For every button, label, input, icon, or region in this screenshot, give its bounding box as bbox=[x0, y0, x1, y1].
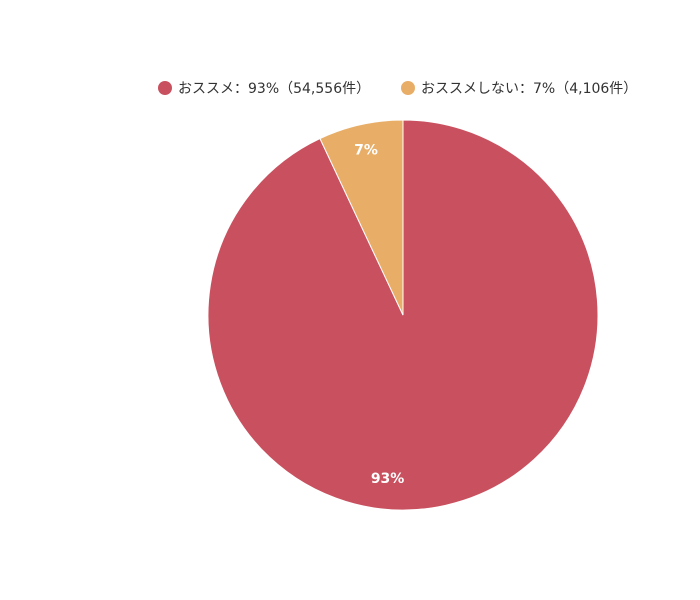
legend-label-not-recommend: おススメしない：7%（4,106件） bbox=[421, 81, 637, 97]
legend-label-recommend: おススメ：93%（54,556件） bbox=[178, 81, 370, 97]
legend-marker-not-recommend bbox=[401, 81, 415, 95]
pie-slice-label-recommend: 93% bbox=[371, 471, 405, 487]
pie-slice-label-not-recommend: 7% bbox=[354, 142, 378, 158]
legend-item-not-recommend[interactable]: おススメしない：7%（4,106件） bbox=[401, 81, 637, 97]
legend-item-recommend[interactable]: おススメ：93%（54,556件） bbox=[158, 81, 370, 97]
legend-marker-recommend bbox=[158, 81, 172, 95]
pie-slice-labels: 93% 7% bbox=[354, 142, 404, 487]
pie-slice-not-recommend[interactable] bbox=[319, 119, 404, 316]
legend: おススメ：93%（54,556件） おススメしない：7%（4,106件） bbox=[158, 81, 637, 97]
pie-slices bbox=[207, 119, 599, 511]
